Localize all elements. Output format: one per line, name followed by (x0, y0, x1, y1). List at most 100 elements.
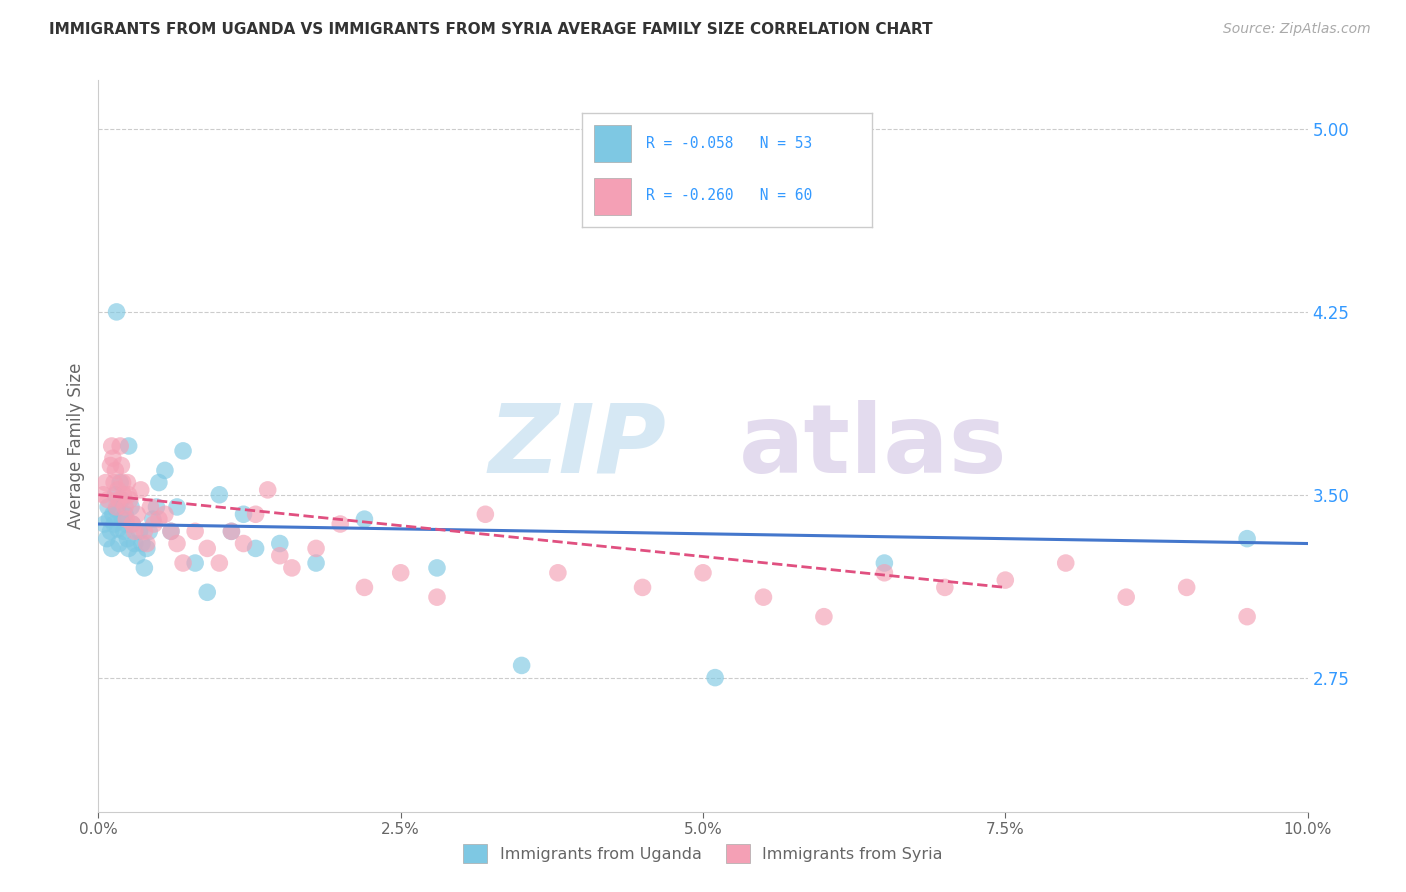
Point (813, 609, 835, 624)
Point (134, 561, 156, 575)
Point (100, 439, 122, 453)
Point (329, 516, 352, 531)
Point (114, 508, 136, 522)
Point (100, 458, 122, 473)
Point (873, 556, 896, 570)
Point (631, 195, 654, 210)
Point (221, 524, 243, 539)
Point (166, 500, 188, 514)
Point (104, 463, 127, 477)
Point (118, 541, 141, 556)
Point (97, 492, 120, 507)
Point (98, 512, 121, 526)
Point (631, 581, 654, 595)
Point (96, 532, 118, 546)
Point (111, 512, 134, 526)
Text: IMMIGRANTS FROM UGANDA VS IMMIGRANTS FROM SYRIA AVERAGE FAMILY SIZE CORRELATION : IMMIGRANTS FROM UGANDA VS IMMIGRANTS FRO… (49, 22, 932, 37)
Point (135, 536, 157, 550)
Point (148, 475, 170, 490)
Point (269, 536, 291, 550)
Point (305, 556, 328, 570)
Point (245, 541, 267, 556)
Point (172, 443, 194, 458)
Point (232, 536, 254, 550)
Point (118, 439, 141, 453)
Point (221, 524, 243, 539)
Text: Source: ZipAtlas.com: Source: ZipAtlas.com (1223, 22, 1371, 37)
Point (208, 488, 231, 502)
Point (353, 581, 375, 595)
Point (305, 541, 328, 556)
Point (111, 475, 134, 490)
Point (1115, 590, 1137, 604)
Point (112, 488, 135, 502)
Point (108, 536, 131, 550)
Point (107, 522, 129, 536)
Point (121, 516, 143, 531)
Point (127, 549, 149, 563)
Point (139, 500, 162, 514)
Point (117, 475, 139, 490)
Point (105, 500, 128, 514)
Point (195, 541, 218, 556)
Point (160, 524, 183, 539)
Point (115, 516, 138, 531)
Point (208, 556, 231, 570)
Point (692, 566, 714, 580)
Point (143, 516, 166, 531)
Point (1054, 556, 1077, 570)
Point (1236, 609, 1258, 624)
Point (426, 561, 449, 575)
Point (256, 483, 278, 497)
Point (172, 556, 194, 570)
Point (474, 508, 496, 522)
Point (101, 508, 124, 522)
Point (114, 500, 136, 514)
Point (994, 573, 1017, 587)
Y-axis label: Average Family Size: Average Family Size (66, 363, 84, 529)
Point (105, 502, 128, 516)
Point (110, 458, 132, 473)
Point (93, 516, 115, 531)
Point (934, 581, 956, 595)
Point (108, 439, 131, 453)
Point (353, 512, 375, 526)
Point (91, 488, 114, 502)
Point (112, 524, 135, 539)
Point (117, 532, 139, 546)
Point (118, 492, 141, 507)
Point (281, 561, 304, 575)
Point (426, 590, 449, 604)
Point (145, 500, 167, 514)
Point (389, 566, 412, 580)
Point (121, 516, 143, 531)
Point (232, 508, 254, 522)
Point (160, 524, 183, 539)
Point (104, 488, 127, 502)
Point (127, 508, 149, 522)
Point (245, 508, 267, 522)
Point (103, 516, 125, 531)
Point (110, 492, 132, 507)
Point (100, 541, 122, 556)
Point (184, 556, 207, 570)
Point (752, 590, 775, 604)
Point (269, 549, 291, 563)
Point (100, 524, 122, 539)
Point (153, 508, 176, 522)
Point (105, 305, 128, 319)
Text: atlas: atlas (740, 400, 1008, 492)
Point (107, 483, 129, 497)
Point (1236, 532, 1258, 546)
Point (134, 524, 156, 539)
Point (97, 500, 120, 514)
Point (120, 500, 142, 514)
Point (148, 512, 170, 526)
Point (101, 451, 124, 466)
Point (142, 512, 165, 526)
Point (108, 492, 131, 507)
Point (138, 524, 160, 539)
Point (873, 566, 896, 580)
Text: ZIP: ZIP (489, 400, 666, 492)
Legend: Immigrants from Uganda, Immigrants from Syria: Immigrants from Uganda, Immigrants from … (457, 838, 949, 870)
